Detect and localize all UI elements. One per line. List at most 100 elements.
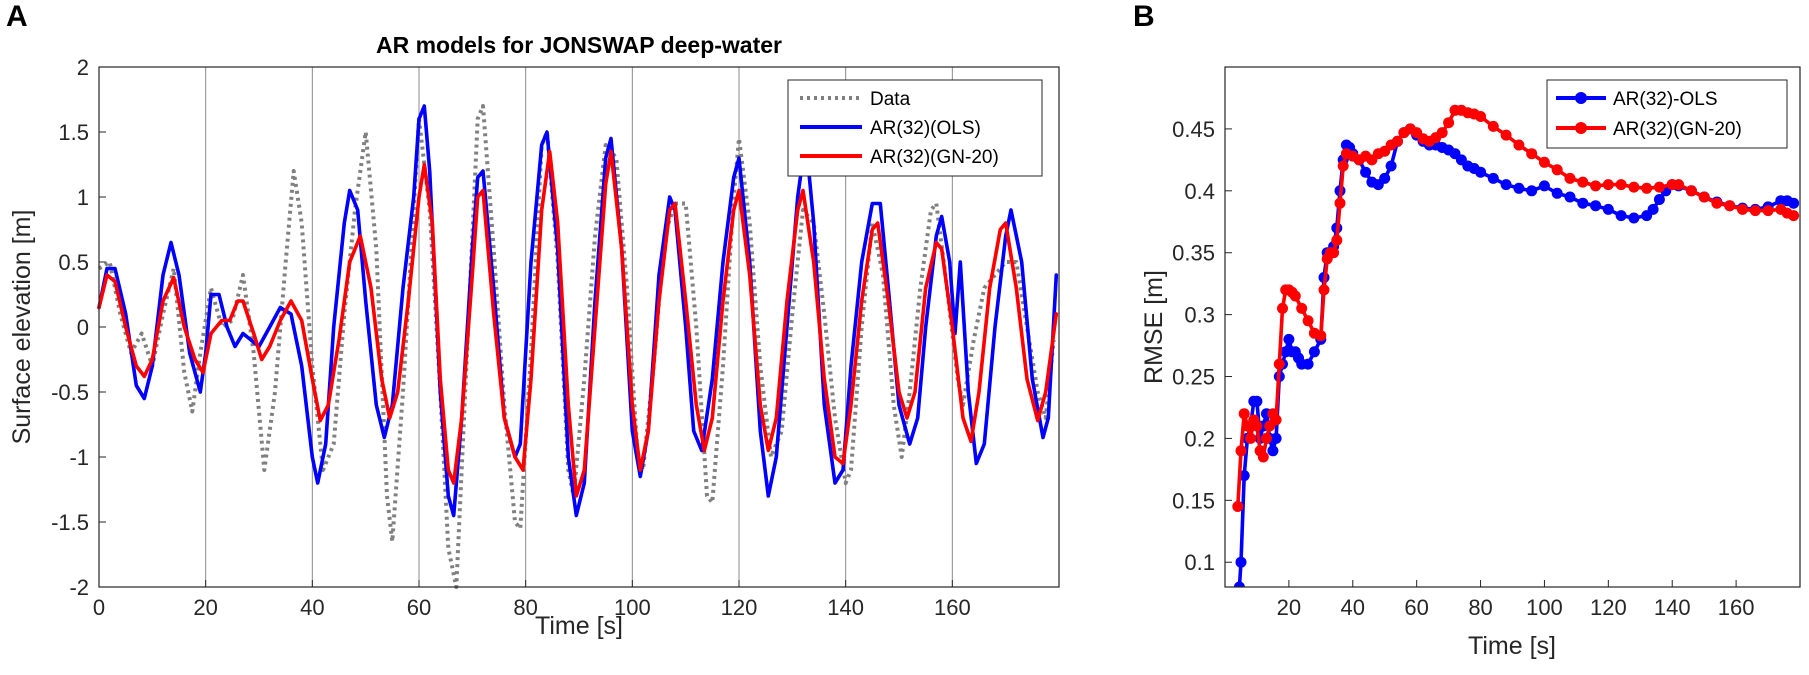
chart-b-point-1: [1653, 181, 1665, 193]
chart-b-point-1: [1257, 451, 1269, 463]
chart-b-frame: [1224, 66, 1801, 588]
chart-a-ytick-label: -1.5: [51, 510, 89, 535]
chart-b-point-1: [1513, 139, 1525, 151]
chart-b-series-1: [1232, 104, 1800, 512]
chart-b-point-1: [1436, 127, 1448, 139]
chart-b-point-1: [1318, 284, 1330, 296]
chart-a: 0 20 40 60 80 100 120 140 160 -2 -1.5 -1 -0.5 0 0.5 1 1.…: [8, 55, 1060, 640]
chart-b-point-0: [1538, 180, 1550, 192]
chart-b-ytick-label: 0.25: [1172, 365, 1215, 390]
chart-b-point-1: [1564, 172, 1576, 184]
chart-a-ytick-label: 0.5: [58, 250, 89, 275]
chart-b-point-1: [1724, 200, 1736, 212]
chart-b-point-0: [1628, 212, 1640, 224]
chart-b-point-1: [1289, 290, 1301, 302]
chart-b-point-1: [1475, 111, 1487, 122]
chart-b-point-0: [1251, 395, 1263, 407]
chart-a-ytick-label: 1: [77, 185, 89, 210]
chart-b-ytick-label: 0.35: [1172, 241, 1215, 266]
chart-b-point-0: [1270, 432, 1282, 444]
chart-b-point-1: [1749, 205, 1761, 217]
chart-b-xtick-label: 100: [1526, 595, 1563, 620]
chart-b-point-1: [1328, 247, 1340, 259]
chart-a-legend: Data AR(32)(OLS) AR(32)(GN-20): [787, 79, 1043, 177]
chart-b-point-0: [1267, 445, 1279, 457]
chart-b-ytick-label: 0.2: [1184, 426, 1215, 451]
chart-a-xtick-label: 60: [407, 595, 431, 620]
chart-b-point-0: [1500, 179, 1512, 191]
chart-a-xtick-label: 80: [513, 595, 537, 620]
chart-b-point-1: [1261, 432, 1272, 444]
chart-b-point-0: [1385, 160, 1397, 172]
chart-b-ytick-label: 0.1: [1184, 550, 1215, 575]
chart-b-ytick-label: 0.3: [1184, 303, 1215, 328]
chart-b-point-0: [1283, 333, 1295, 345]
chart-b-point-1: [1315, 330, 1327, 342]
chart-b: 20 40 60 80 100 120 140 160 0.1 0.15 0.2 0.25 0.3 0.3…: [1140, 66, 1801, 660]
chart-b-legend-box: [1546, 79, 1788, 149]
chart-a-frame: [98, 66, 1060, 588]
chart-b-point-1: [1251, 420, 1263, 432]
chart-b-ytick-label: 0.15: [1172, 488, 1215, 513]
chart-a-xtick-label: 40: [300, 595, 324, 620]
chart-b-point-0: [1513, 182, 1525, 194]
chart-b-point-0: [1551, 187, 1563, 199]
chart-b-xlabel: Time [s]: [1468, 632, 1556, 660]
chart-a-ytick-label: -2: [69, 575, 89, 600]
chart-b-ytick-label: 0.4: [1184, 179, 1215, 204]
chart-b-point-1: [1590, 180, 1602, 192]
chart-a-ytick-label: 2: [77, 55, 89, 80]
chart-b-point-0: [1653, 194, 1665, 205]
chart-b-point-1: [1526, 148, 1538, 160]
chart-b-point-1: [1685, 185, 1697, 197]
chart-b-point-1: [1641, 182, 1653, 194]
chart-b-point-1: [1270, 414, 1282, 426]
chart-a-xtick-label: 120: [721, 595, 758, 620]
legend-b-label-1: AR(32)(GN-20): [1613, 119, 1742, 140]
chart-b-point-1: [1232, 501, 1244, 512]
chart-b-point-1: [1788, 210, 1800, 222]
chart-b-point-1: [1577, 176, 1589, 188]
chart-a-xtick-label: 140: [827, 595, 864, 620]
chart-b-point-1: [1602, 179, 1614, 191]
chart-a-ytick-label: -1: [69, 445, 89, 470]
chart-b-point-1: [1538, 156, 1550, 168]
chart-a-xtick-label: 100: [614, 595, 651, 620]
chart-a-xtick-label: 160: [934, 595, 971, 620]
chart-b-point-1: [1302, 315, 1314, 327]
chart-b-point-1: [1551, 164, 1563, 176]
chart-a-ytick-label: 1.5: [58, 120, 89, 145]
chart-b-point-0: [1602, 203, 1614, 215]
chart-b-point-0: [1577, 197, 1589, 209]
panel-a-label: A: [6, 0, 28, 33]
chart-a-title: AR models for JONSWAP deep-water: [376, 32, 782, 58]
chart-b-point-0: [1590, 200, 1602, 212]
chart-b-point-1: [1443, 117, 1455, 129]
chart-b-point-1: [1235, 445, 1247, 457]
chart-a-ytick-label: -0.5: [51, 380, 89, 405]
chart-b-point-1: [1698, 191, 1710, 203]
chart-b-point-1: [1500, 129, 1512, 141]
chart-b-point-0: [1526, 185, 1538, 197]
panel-b-label: B: [1133, 0, 1155, 33]
chart-a-series-line-2: [97, 149, 1059, 498]
chart-a-xtick-label: 20: [193, 595, 217, 620]
chart-b-point-1: [1628, 181, 1640, 193]
chart-b-point-1: [1273, 358, 1285, 370]
chart-a-xlabel: Time [s]: [535, 612, 623, 640]
chart-b-ylabel: RMSE [m]: [1140, 270, 1168, 384]
chart-b-xtick-label: 40: [1341, 595, 1365, 620]
chart-b-point-1: [1762, 205, 1774, 217]
chart-b-point-0: [1235, 556, 1247, 568]
chart-b-point-0: [1647, 203, 1659, 215]
chart-b-point-0: [1788, 197, 1800, 209]
chart-b-xtick-label: 20: [1277, 595, 1301, 620]
chart-b-legend: AR(32)-OLS AR(32)(GN-20): [1546, 79, 1788, 149]
chart-b-point-1: [1296, 302, 1308, 314]
chart-b-point-1: [1334, 197, 1346, 209]
legend-b-label-0: AR(32)-OLS: [1613, 89, 1718, 110]
chart-a-ylabel: Surface elevation [m]: [8, 210, 36, 445]
chart-b-xtick-label: 140: [1654, 595, 1691, 620]
chart-b-point-0: [1615, 210, 1627, 222]
